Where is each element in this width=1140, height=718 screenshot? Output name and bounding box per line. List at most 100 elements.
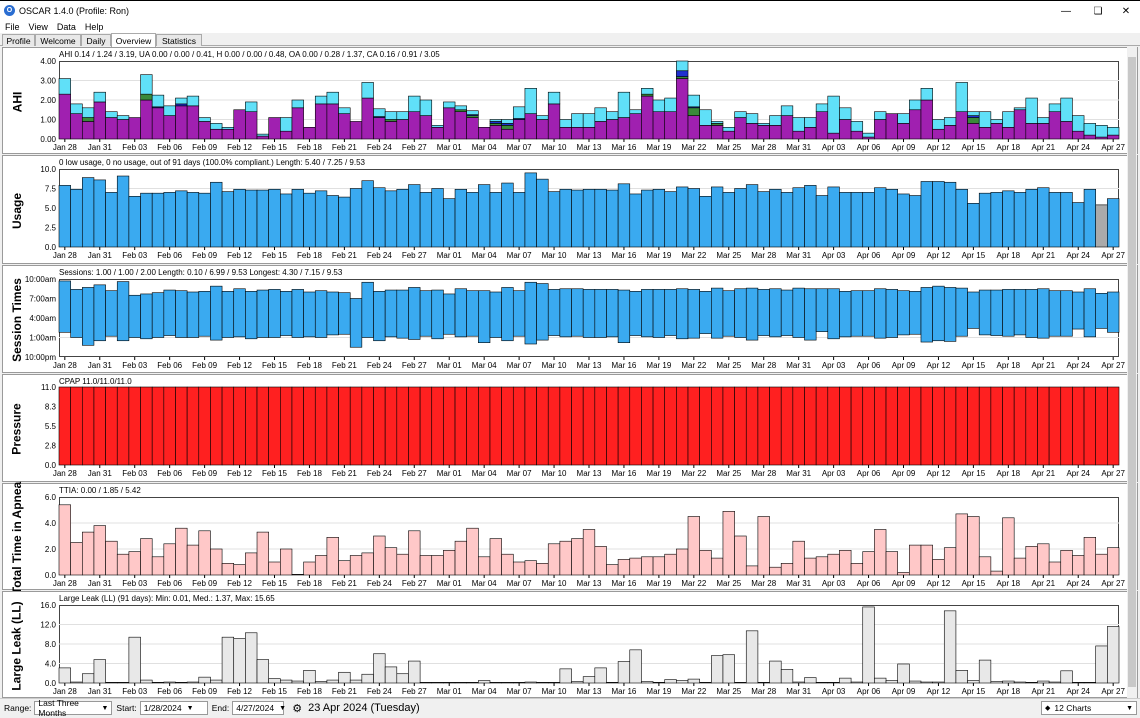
ahi-bar-ua	[210, 123, 222, 129]
x-tick-label: Jan 31	[88, 143, 113, 152]
menu-file[interactable]: File	[5, 22, 20, 32]
tab-daily[interactable]: Daily	[81, 34, 111, 46]
session-times-summary: Sessions: 1.00 / 1.00 / 2.00 Length: 0.1…	[59, 268, 342, 277]
ahi-summary: AHI 0.14 / 1.24 / 3.19, UA 0.00 / 0.00 /…	[59, 50, 440, 59]
close-icon[interactable]: ✕	[1112, 1, 1140, 21]
ttia-bar	[432, 556, 444, 576]
ttia-bar	[700, 550, 712, 575]
x-tick-label: Mar 16	[611, 469, 636, 478]
ttia-bar	[513, 562, 525, 575]
x-tick-label: Mar 19	[646, 251, 671, 260]
menu-data[interactable]: Data	[57, 22, 76, 32]
range-label: Range:	[4, 703, 31, 713]
usage-bar	[420, 192, 432, 247]
ahi-bar-ua	[525, 88, 537, 113]
x-tick-label: Apr 03	[822, 579, 846, 588]
session-bar	[175, 291, 187, 338]
minimize-icon[interactable]: —	[1052, 1, 1080, 21]
charts-select[interactable]: ◆12 Charts▼	[1041, 701, 1137, 715]
x-tick-label: Mar 22	[681, 251, 706, 260]
scrollbar-thumb[interactable]	[1128, 57, 1136, 687]
usage-bar	[71, 189, 83, 247]
restore-icon[interactable]: ❏	[1084, 1, 1112, 21]
x-tick-label: Mar 19	[646, 469, 671, 478]
tab-overview[interactable]: Overview	[111, 33, 156, 47]
x-tick-label: Jan 28	[53, 687, 78, 696]
x-tick-label: Apr 06	[857, 251, 881, 260]
usage-bar	[968, 203, 980, 247]
ahi-bar-ca	[455, 112, 467, 139]
ahi-bar-ca	[618, 118, 630, 139]
usage-bar	[618, 184, 630, 247]
x-tick-label: Apr 18	[997, 469, 1021, 478]
session-bar	[618, 290, 630, 343]
ahi-bar-ca	[711, 125, 723, 139]
x-tick-label: Feb 06	[157, 251, 182, 260]
ttia-bar	[339, 561, 351, 575]
usage-bar	[572, 190, 584, 247]
session-bar	[606, 289, 618, 336]
ahi-bar-ca	[304, 127, 316, 139]
session-bar	[374, 291, 386, 340]
ahi-bar-ca	[606, 120, 618, 140]
usage-bar	[106, 192, 118, 247]
tab-welcome[interactable]: Welcome	[35, 34, 81, 46]
session-bar	[816, 289, 828, 332]
end-label: End:	[212, 703, 230, 713]
start-date-field[interactable]: 1/28/2024▼	[140, 701, 208, 715]
ahi-bar-ua	[618, 92, 630, 117]
chevron-down-icon: ▼	[1126, 705, 1133, 712]
ttia-bar	[1014, 558, 1026, 575]
tab-statistics[interactable]: Statistics	[156, 34, 202, 46]
session-bar	[362, 282, 374, 337]
usage-bar	[152, 193, 164, 247]
session-bar	[758, 289, 770, 335]
x-tick-label: Apr 27	[1101, 251, 1125, 260]
reset-icon[interactable]: ⚙	[292, 702, 302, 715]
usage-bar	[886, 189, 898, 247]
charts-select-value: 12 Charts	[1054, 703, 1091, 713]
y-tick-label: 12.0	[40, 621, 56, 630]
end-date-field[interactable]: 4/27/2024▼	[232, 701, 284, 715]
menu-help[interactable]: Help	[85, 22, 104, 32]
x-tick-label: Apr 03	[822, 687, 846, 696]
ahi-bar-ua	[979, 112, 991, 128]
x-tick-label: Mar 13	[577, 469, 602, 478]
x-tick-label: Apr 15	[962, 251, 986, 260]
ahi-bar-ua	[816, 104, 828, 112]
ttia-bar	[82, 532, 94, 575]
pressure-bar	[490, 387, 502, 465]
usage-bar	[304, 193, 316, 247]
pressure-bar	[257, 387, 269, 465]
ahi-bar-ca	[350, 121, 362, 139]
tab-profile[interactable]: Profile	[2, 34, 35, 46]
leak-bar	[886, 681, 898, 683]
ttia-bar	[537, 563, 549, 575]
usage-bar	[909, 196, 921, 247]
ahi-bar-ca	[525, 114, 537, 139]
usage-bar	[1107, 199, 1119, 247]
x-tick-label: Feb 03	[122, 469, 147, 478]
ttia-bar	[572, 539, 584, 575]
vertical-scrollbar[interactable]	[1127, 47, 1137, 698]
session-bar	[269, 289, 281, 337]
usage-bar	[804, 185, 816, 247]
range-select[interactable]: Last Three Months▼	[34, 701, 112, 715]
usage-bar	[723, 192, 735, 247]
pressure-bar	[700, 387, 712, 465]
pressure-bar	[315, 387, 327, 465]
x-tick-label: Mar 01	[437, 143, 462, 152]
ahi-bar-ca	[1049, 112, 1061, 139]
menu-view[interactable]: View	[29, 22, 48, 32]
x-tick-label: Apr 18	[997, 361, 1021, 370]
pressure-bar	[222, 387, 234, 465]
pressure-bar	[886, 387, 898, 465]
x-tick-label: Apr 24	[1066, 361, 1090, 370]
leak-bar	[583, 677, 595, 683]
